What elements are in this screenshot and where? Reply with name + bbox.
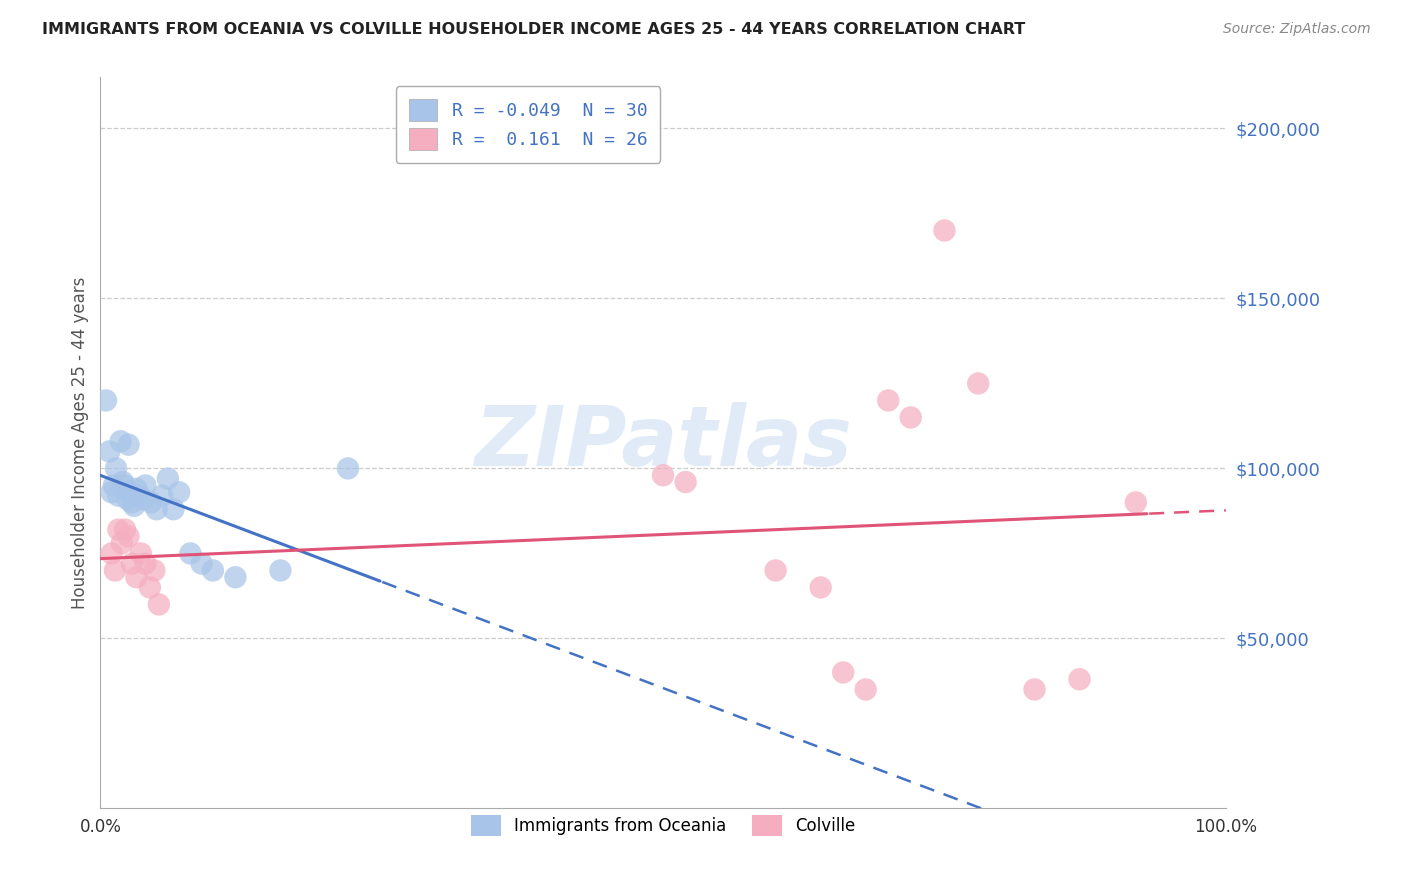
Point — [94, 393, 117, 408]
Text: Source: ZipAtlas.com: Source: ZipAtlas.com — [1223, 22, 1371, 37]
Point — [224, 570, 246, 584]
Point — [139, 581, 162, 595]
Point — [652, 468, 675, 483]
Point — [162, 502, 184, 516]
Point — [105, 461, 128, 475]
Point — [336, 461, 359, 475]
Point — [100, 485, 122, 500]
Point — [150, 489, 173, 503]
Point — [132, 491, 155, 506]
Point — [190, 557, 212, 571]
Point — [934, 223, 956, 237]
Point — [143, 564, 166, 578]
Point — [877, 393, 900, 408]
Text: ZIPatlas: ZIPatlas — [474, 402, 852, 483]
Point — [128, 489, 150, 503]
Point — [122, 499, 145, 513]
Point — [810, 581, 832, 595]
Point — [967, 376, 990, 391]
Point — [855, 682, 877, 697]
Point — [269, 564, 291, 578]
Point — [107, 523, 129, 537]
Point — [148, 598, 170, 612]
Point — [121, 495, 143, 509]
Point — [139, 495, 162, 509]
Text: IMMIGRANTS FROM OCEANIA VS COLVILLE HOUSEHOLDER INCOME AGES 25 - 44 YEARS CORREL: IMMIGRANTS FROM OCEANIA VS COLVILLE HOUS… — [42, 22, 1025, 37]
Point — [129, 546, 152, 560]
Point — [167, 485, 190, 500]
Point — [117, 437, 139, 451]
Point — [134, 478, 156, 492]
Point — [110, 434, 132, 449]
Legend: Immigrants from Oceania, Colville: Immigrants from Oceania, Colville — [463, 807, 863, 844]
Point — [104, 564, 127, 578]
Point — [765, 564, 787, 578]
Point — [114, 523, 136, 537]
Point — [117, 529, 139, 543]
Point — [156, 472, 179, 486]
Point — [1069, 672, 1091, 686]
Point — [98, 444, 121, 458]
Point — [134, 557, 156, 571]
Point — [900, 410, 922, 425]
Y-axis label: Householder Income Ages 25 - 44 years: Householder Income Ages 25 - 44 years — [72, 277, 89, 609]
Point — [107, 489, 129, 503]
Point — [675, 475, 697, 489]
Point — [103, 478, 125, 492]
Point — [201, 564, 224, 578]
Point — [125, 570, 148, 584]
Point — [114, 478, 136, 492]
Point — [145, 502, 167, 516]
Point — [111, 475, 134, 489]
Point — [121, 557, 143, 571]
Point — [1125, 495, 1147, 509]
Point — [118, 485, 141, 500]
Point — [832, 665, 855, 680]
Point — [100, 546, 122, 560]
Point — [117, 491, 139, 506]
Point — [125, 482, 148, 496]
Point — [1024, 682, 1046, 697]
Point — [179, 546, 201, 560]
Point — [111, 536, 134, 550]
